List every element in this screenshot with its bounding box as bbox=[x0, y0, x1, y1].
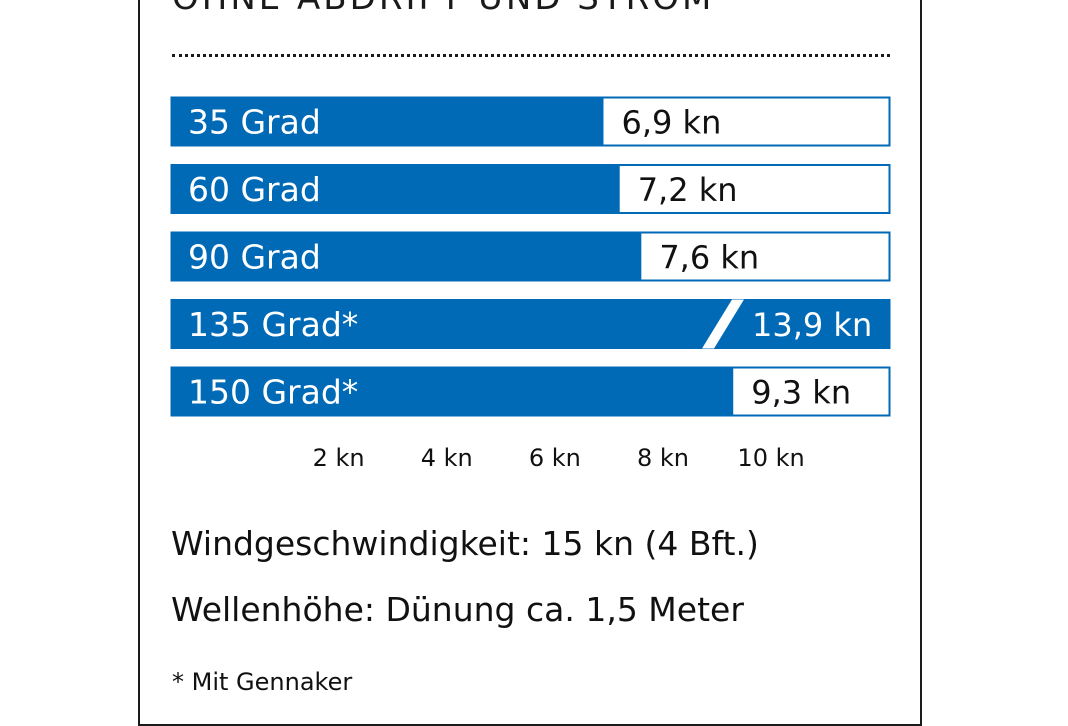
bar bbox=[171, 367, 734, 416]
wave-height-text: Wellenhöhe: Dünung ca. 1,5 Meter bbox=[171, 590, 744, 629]
chart-title: OHNE ABDRIFT UND STROM bbox=[172, 0, 714, 18]
category-label: 90 Grad bbox=[188, 238, 321, 277]
bar bbox=[171, 232, 642, 281]
category-label: 35 Grad bbox=[188, 103, 321, 142]
bar bbox=[171, 97, 604, 146]
axis-break-mark bbox=[702, 299, 744, 349]
bar-value-label: 13,9 kn bbox=[752, 306, 872, 344]
footnote-text: * Mit Gennaker bbox=[172, 668, 353, 696]
bar bbox=[171, 299, 890, 349]
x-tick-label: 4 kn bbox=[421, 444, 473, 472]
category-label: 135 Grad* bbox=[188, 305, 358, 344]
bar-value-label: 9,3 kn bbox=[751, 374, 851, 412]
wind-speed-text: Windgeschwindigkeit: 15 kn (4 Bft.) bbox=[171, 524, 759, 563]
bar-value-label: 6,9 kn bbox=[621, 104, 721, 142]
dotted-divider bbox=[172, 54, 890, 57]
x-tick-label: 10 kn bbox=[737, 444, 804, 472]
x-tick-label: 8 kn bbox=[637, 444, 689, 472]
bar-value-label: 7,2 kn bbox=[638, 171, 738, 209]
bar bbox=[171, 164, 620, 214]
category-label: 60 Grad bbox=[188, 170, 321, 209]
x-tick-label: 6 kn bbox=[529, 444, 581, 472]
bar-chart: 6,9 kn 35 Grad 7,2 kn 60 Grad 7,6 kn 90 Grad 1… bbox=[170, 96, 891, 472]
x-tick-label: 2 kn bbox=[313, 444, 365, 472]
bar-value-label: 7,6 kn bbox=[659, 239, 759, 277]
category-label: 150 Grad* bbox=[188, 373, 358, 412]
